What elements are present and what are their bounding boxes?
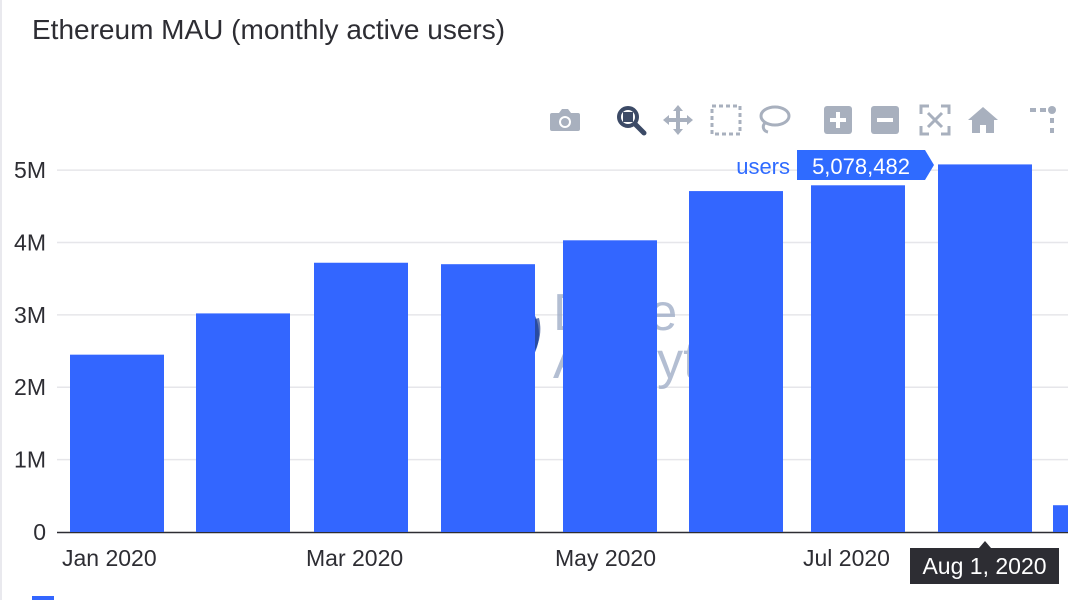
bar[interactable] [689,191,783,533]
camera-icon[interactable] [545,100,585,140]
lasso-icon[interactable] [754,100,794,140]
x-tick-label: Jan 2020 [62,545,157,571]
x-tick-label: Mar 2020 [306,545,403,571]
y-tick-label: 5M [14,157,46,183]
y-axis-ticks: 0 1M 2M 3M 4M 5M [14,157,46,545]
bar[interactable] [441,264,535,532]
bar[interactable] [563,240,657,533]
hover-value: 5,078,482 [812,154,910,179]
zoom-icon[interactable] [611,100,651,140]
x-tick-label: Jul 2020 [803,545,890,571]
y-tick-label: 1M [14,447,46,473]
box-select-icon[interactable] [706,100,746,140]
hover-value-box [797,150,934,180]
x-tick-label: May 2020 [555,545,656,571]
x-hover-label: Aug 1, 2020 [910,541,1059,584]
x-hover-box [910,541,1059,584]
hover-label: users 5,078,482 [736,150,934,180]
bar[interactable] [314,262,408,532]
autoscale-icon[interactable] [915,100,955,140]
y-tick-label: 3M [14,302,46,328]
spike-lines-icon[interactable] [1023,100,1063,140]
bars [70,164,1068,533]
card-edge [0,0,2,600]
legend-swatch[interactable] [32,596,54,600]
y-tick-label: 4M [14,229,46,255]
pan-icon[interactable] [658,100,698,140]
bar[interactable] [1053,505,1068,532]
y-tick-label: 2M [14,374,46,400]
chart-title: Ethereum MAU (monthly active users) [32,14,506,45]
x-hover-value: Aug 1, 2020 [922,553,1046,579]
bar[interactable] [811,185,905,533]
bar[interactable] [196,313,290,532]
zoom-out-icon[interactable] [865,100,905,140]
hover-series-name: users [736,154,790,179]
bar[interactable] [938,164,1032,532]
x-axis-ticks: Jan 2020 Mar 2020 May 2020 Jul 2020 [62,545,890,571]
modebar [545,100,1068,140]
zoom-in-icon[interactable] [818,100,858,140]
reset-axes-icon[interactable] [963,100,1003,140]
y-tick-label: 0 [33,519,46,545]
bar[interactable] [70,354,164,532]
